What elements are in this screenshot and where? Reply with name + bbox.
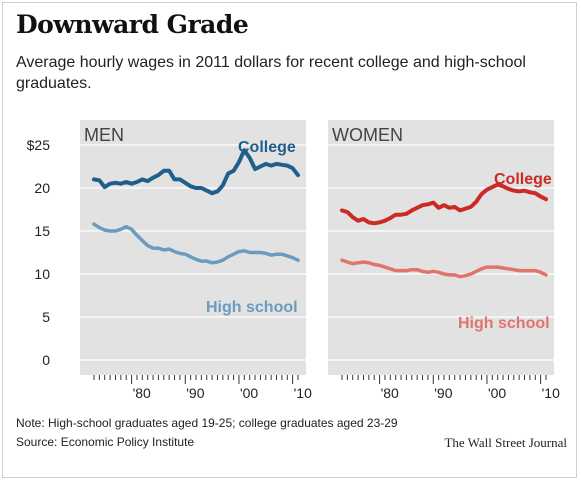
series-label: College [238,139,296,156]
y-tick-label: 10 [34,266,50,282]
x-tick-label: '10 [542,385,560,401]
panel-background [80,120,306,375]
chart-subtitle: Average hourly wages in 2011 dollars for… [16,54,526,92]
series-line-college [92,148,300,196]
series-line-college [340,182,548,226]
y-tick-label: 0 [42,352,50,368]
x-tick-label: '00 [240,385,258,401]
x-tick-label: '10 [294,385,312,401]
series-line-high-school [92,222,300,265]
series-label: College [494,171,552,188]
y-tick-label: 15 [34,223,50,239]
series-line-high-school [340,258,548,279]
x-tick-label: '00 [488,385,506,401]
x-tick-label: '80 [381,385,399,401]
panel-label: MEN [84,125,124,145]
y-tick-label: 20 [34,180,50,196]
y-tick-label: $25 [27,137,51,153]
chart-source: Source: Economic Policy Institute [16,435,195,449]
panel-women: WOMEN '80 '90 '00 '10 College High school [328,120,560,401]
panel-men: MEN $25 20 15 10 5 0 '80 '90 '00 '10 College High sc… [27,120,312,401]
chart-title: Downward Grade [16,10,249,39]
y-tick-label: 5 [42,309,50,325]
x-tick-label: '90 [186,385,204,401]
publisher-credit: The Wall Street Journal [444,435,567,450]
panel-label: WOMEN [332,125,403,145]
x-tick-label: '80 [133,385,151,401]
chart-note: Note: High-school graduates aged 19-25; … [16,416,398,430]
panel-background [328,120,554,375]
series-label: High school [206,299,298,316]
series-label: High school [458,315,550,332]
x-tick-label: '90 [434,385,452,401]
